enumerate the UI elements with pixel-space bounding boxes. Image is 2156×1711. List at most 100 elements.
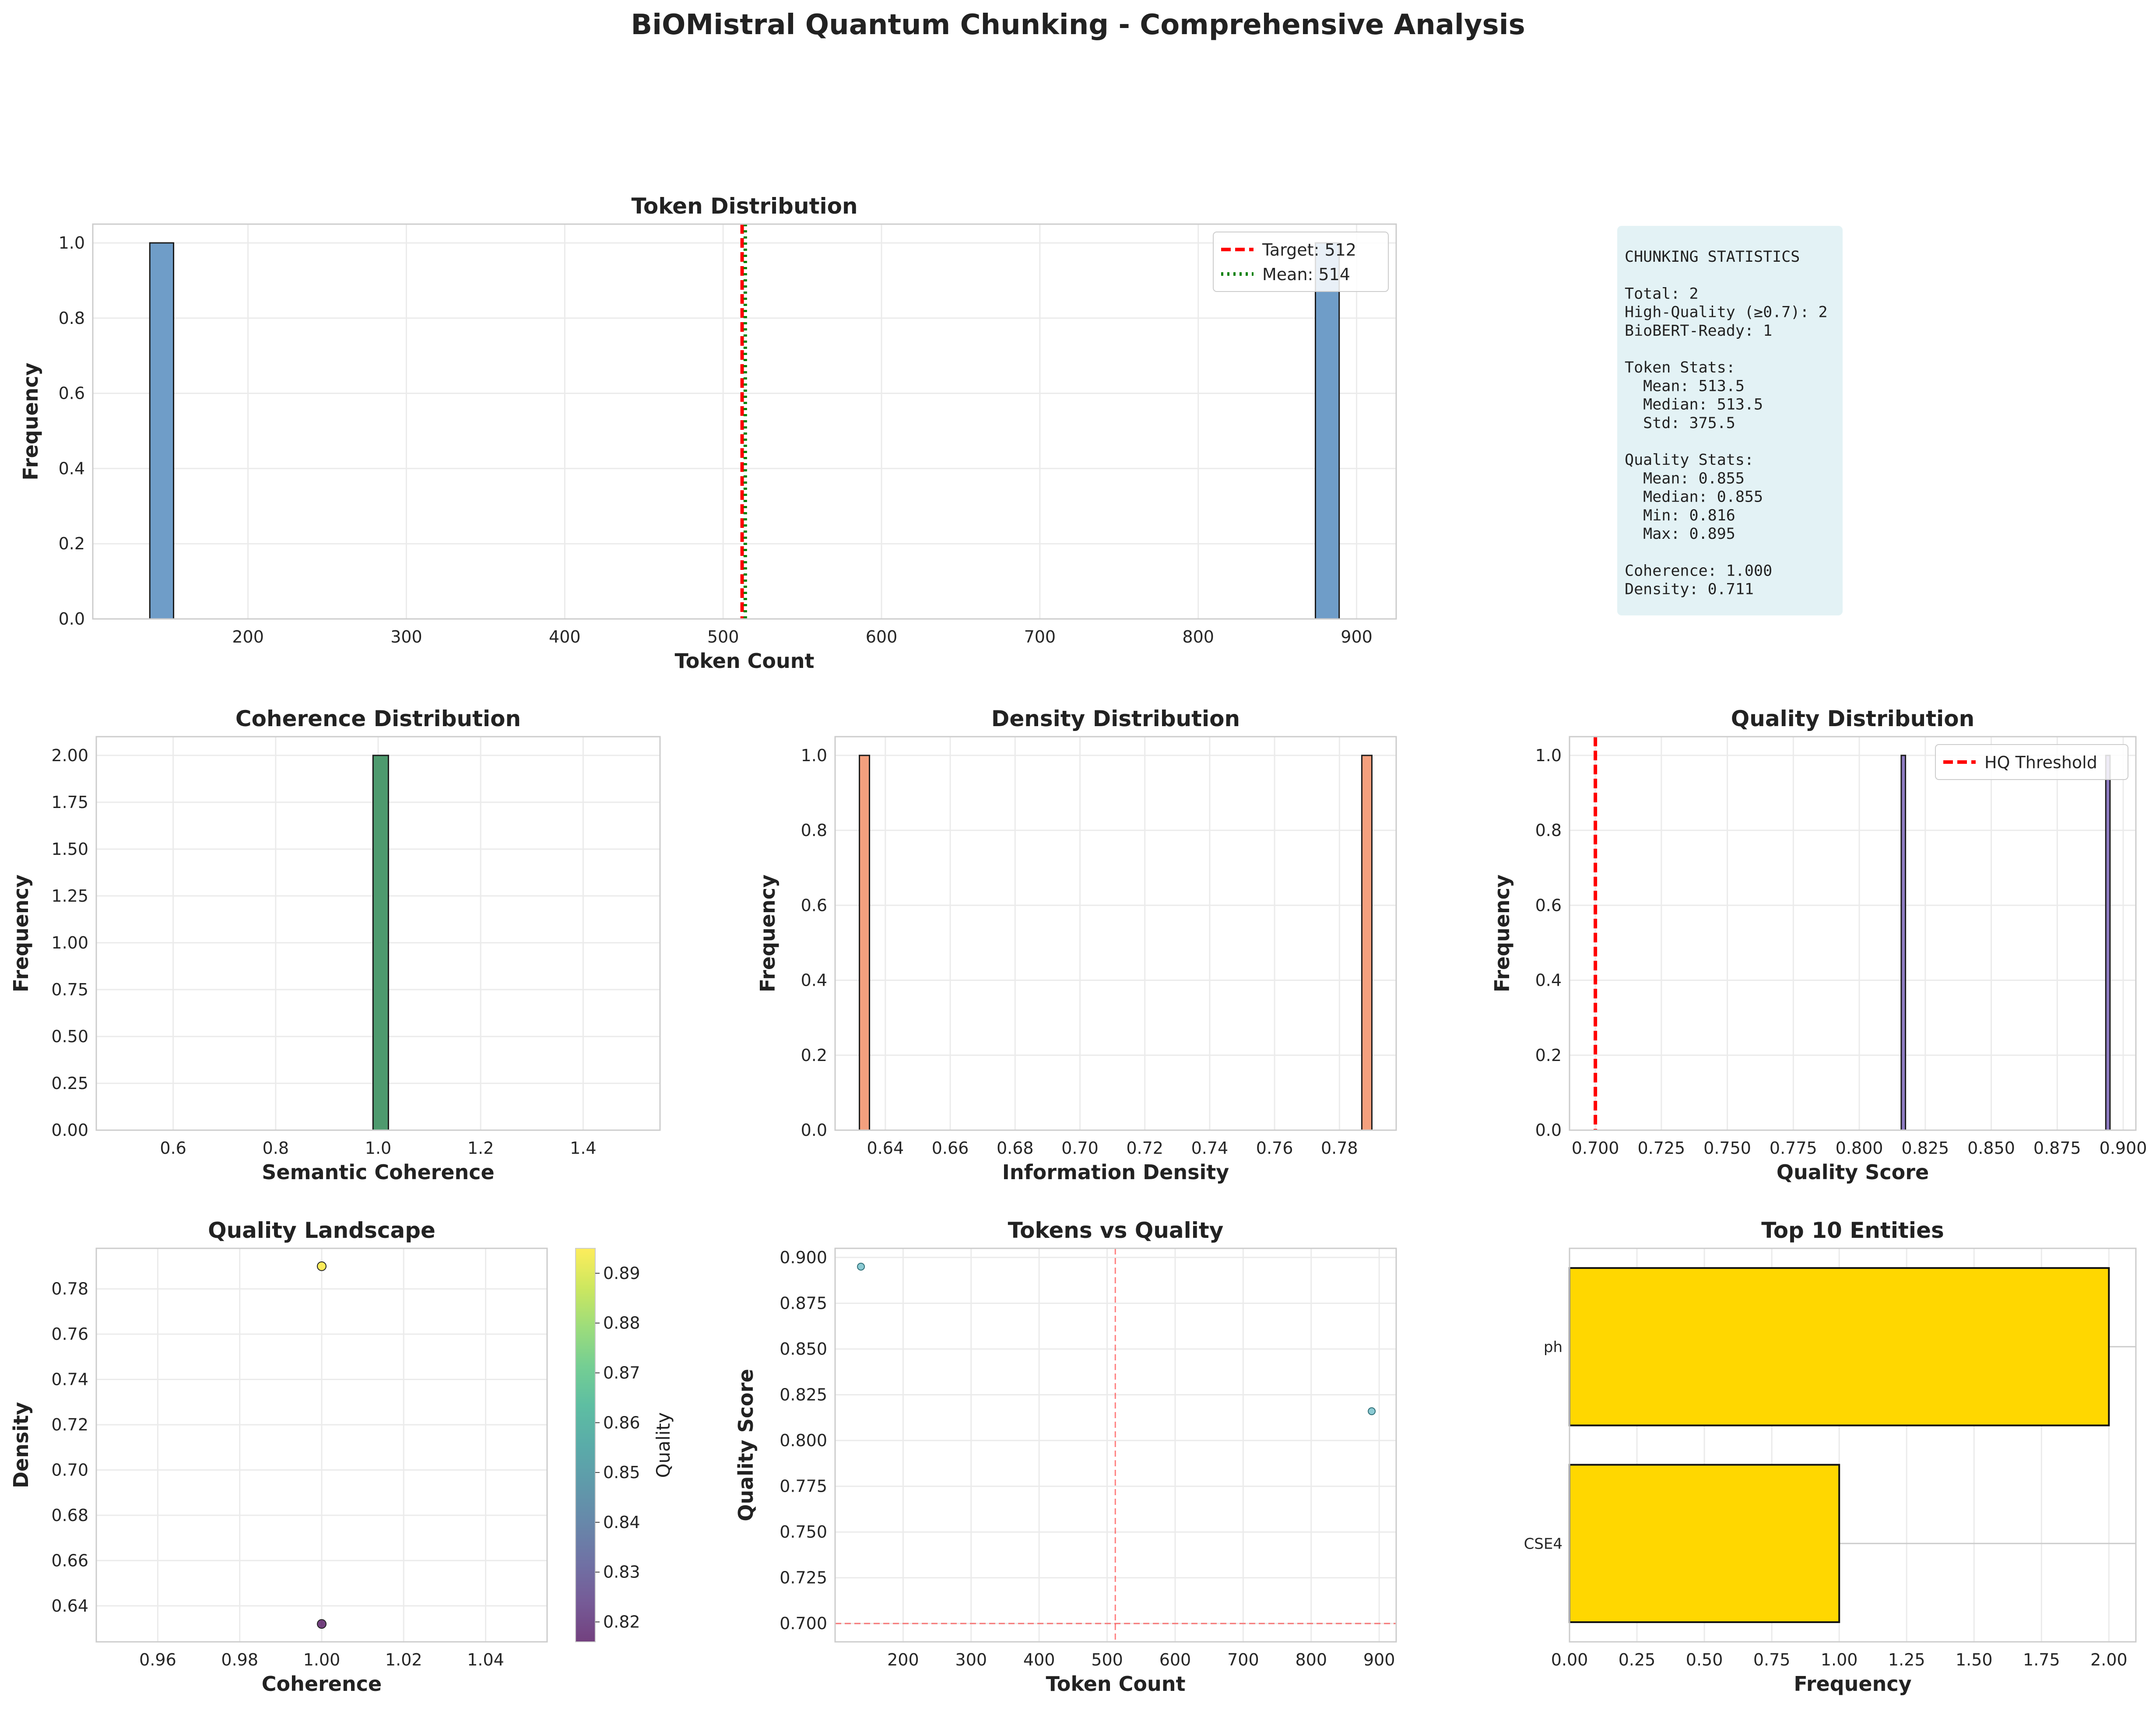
y-tick-label: 0.2 [1535,1046,1562,1065]
stats-line: Mean: 513.5 [1625,377,1745,395]
x-axis-label: Semantic Coherence [262,1160,495,1184]
axes-frame [834,1247,1397,1643]
plot-area [835,737,1396,1130]
legend-label: Mean: 514 [1262,265,1350,284]
y-tick-label: 0.6 [801,896,827,915]
scatter-point [317,1619,327,1629]
chart-title: Quality Distribution [1731,706,1975,731]
x-tick-label: 2.00 [2090,1650,2128,1669]
y-axis-label: Density [9,1402,33,1488]
stats-line: Min: 0.816 [1625,507,1735,524]
x-tick-label: 0.875 [2033,1138,2081,1158]
chart-title: Tokens vs Quality [1008,1218,1224,1243]
x-tick-label: 600 [866,627,898,646]
tokens-vs-quality-chart: 200 300 400 500 600 700 800 900 0.700 0.725 0.750 0… [734,1218,1397,1696]
x-tick-label: 1.0 [365,1138,391,1158]
y-tick-label: 0.8 [1535,821,1562,840]
y-tick-label: 0.70 [51,1460,88,1479]
y-tick-label: 0.800 [780,1431,827,1450]
y-tick-label: 0.76 [51,1325,88,1344]
colorbar-tick-label: 0.86 [603,1413,640,1432]
x-tick-label: 400 [1023,1650,1055,1669]
y-tick-label: 1.0 [801,746,827,765]
axes-frame [95,1247,548,1643]
plot-area [1570,737,2136,1130]
histogram-bar [1900,755,1907,1131]
x-axis-label: Quality Score [1777,1160,1929,1184]
x-tick-label: 0.72 [1126,1138,1163,1158]
stats-line: Median: 513.5 [1625,396,1763,414]
x-tick-label: 0.00 [1551,1650,1588,1669]
x-tick-label: 200 [887,1650,919,1669]
axes-frame [92,223,1397,620]
colorbar-tick-label: 0.87 [603,1363,640,1382]
coherence-distribution-chart: 0.6 0.8 1.0 1.2 1.4 0.00 0.25 0.50 0.75 1.00 1.25 1… [9,706,661,1184]
top-entities-chart: ph CSE4 0.00 0.25 0.50 0.75 1.00 1.25 1.50 1.75 2.… [1524,1218,2137,1696]
y-tick-label: 0.4 [801,971,827,990]
y-axis-label: Frequency [1490,875,1514,992]
x-tick-label: 900 [1341,627,1373,646]
histogram-bar [1314,242,1340,620]
x-tick-label: 600 [1159,1650,1191,1669]
y-tick-label: 0.6 [1535,896,1562,915]
legend-box [1935,744,2128,780]
x-tick-label: 0.825 [1901,1138,1949,1158]
chart-title: Top 10 Entities [1761,1218,1944,1243]
y-axis-label: Frequency [756,875,780,992]
x-tick-label: 0.66 [932,1138,969,1158]
x-tick-label: 0.98 [221,1650,258,1669]
y-axis-label: Frequency [9,875,33,992]
density-distribution-chart: 0.64 0.66 0.68 0.70 0.72 0.74 0.76 0.78 0.0 0.2 0.… [756,706,1397,1184]
scatter-point [1368,1407,1376,1416]
y-tick-label: 0.775 [780,1477,827,1496]
y-tick-label: 1.0 [59,233,85,253]
colorbar-tick-label: 0.83 [603,1563,640,1582]
stats-line: Median: 0.855 [1625,488,1763,506]
y-tick-label: 0.0 [1535,1121,1562,1140]
stats-line: Mean: 0.855 [1625,470,1745,487]
entity-bar [1569,1464,1840,1623]
y-tick-label: 0.875 [780,1293,827,1313]
colorbar-tick-label: 0.88 [603,1314,640,1333]
y-tick-label: 0.850 [780,1339,827,1359]
x-tick-label: 800 [1182,627,1214,646]
stats-line: BioBERT-Ready: 1 [1625,322,1772,340]
stats-line: Total: 2 [1625,285,1699,302]
x-tick-label: 1.75 [2023,1650,2060,1669]
y-tick-label: 0.4 [59,459,85,478]
token-distribution-chart: Target: 512 Mean: 514 200 300 400 500 600 700 80… [19,193,1397,673]
stats-line: Token Stats: [1625,359,1735,376]
x-tick-label: 1.4 [570,1138,596,1158]
histogram-bar [859,755,871,1131]
entity-bar [1569,1267,2110,1426]
colorbar [575,1248,596,1642]
legend-box [1213,232,1389,292]
y-tick-label: 0.25 [51,1074,88,1093]
y-tick-label: 0.725 [780,1568,827,1588]
colorbar-tick-label: 0.82 [603,1612,640,1631]
stats-line: CHUNKING STATISTICS [1625,248,1800,266]
colorbar-tick-label: 0.84 [603,1513,640,1532]
y-tick-label: 0.8 [59,309,85,328]
histogram-bar [2105,755,2111,1131]
x-axis-label: Token Count [674,649,814,673]
y-tick-label: 0.900 [780,1248,827,1267]
y-tick-label: 0.00 [51,1121,88,1140]
x-tick-label: 0.78 [1321,1138,1358,1158]
y-axis-label: Quality Score [734,1369,758,1521]
histogram-bar [149,242,175,620]
stats-line: Density: 0.711 [1625,581,1754,598]
x-tick-label: 0.8 [263,1138,289,1158]
stats-line: Std: 375.5 [1625,415,1735,432]
y-tick-label: 0.78 [51,1279,88,1299]
y-tick-label: 0.68 [51,1506,88,1525]
y-tick-label: 0.64 [51,1596,88,1616]
y-tick-label: 0.50 [51,1027,88,1046]
colorbar-label: Quality [653,1412,674,1478]
x-tick-label: 1.02 [385,1650,422,1669]
y-tick-label: 1.00 [51,933,88,952]
colorbar-tick-label: 0.85 [603,1463,640,1482]
y-tick-label: 0.0 [801,1121,827,1140]
chart-title: Coherence Distribution [235,706,521,731]
